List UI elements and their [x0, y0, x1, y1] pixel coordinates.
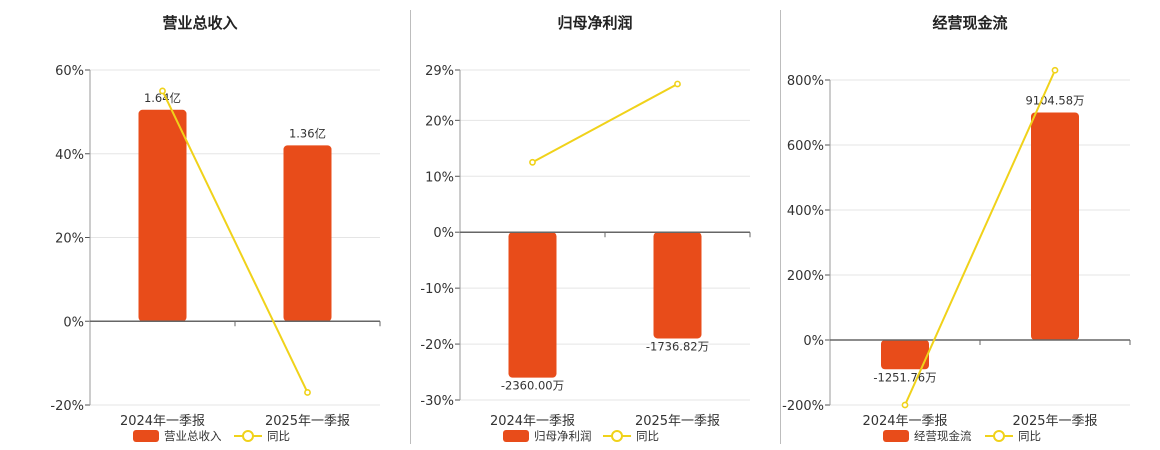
- y-tick-label: 20%: [55, 232, 84, 247]
- legend-item-line[interactable]: 同比: [603, 428, 659, 444]
- bar-data-label: -2360.00万: [501, 379, 564, 393]
- y-tick-label: 20%: [425, 114, 454, 129]
- y-tick-label: 40%: [55, 148, 84, 163]
- chart-svg-revenue: 60% 40% 20% 0% -20% 1.64亿 1.36亿 2024年一季报 2025年一季…: [50, 64, 381, 429]
- y-tick-label: -30%: [420, 394, 454, 409]
- bar-swatch-icon: [883, 430, 909, 442]
- legend-item-bar[interactable]: 归母净利润: [503, 428, 592, 444]
- chart-panel-net-profit: 归母净利润 29% 20% 10% 0% -10% -20% -30% -2360.00万 -1…: [410, 0, 780, 450]
- yoy-line: [904, 69, 1056, 406]
- yoy-point: [529, 158, 536, 166]
- chart-panel-cash-flow: 经营现金流 800% 600% 400% 200% 0% -200% -1251.76万 91…: [780, 0, 1160, 450]
- bar-data-label: 1.64亿: [144, 91, 181, 105]
- chart-title: 经营现金流: [932, 14, 1008, 32]
- x-category-label: 2024年一季报: [490, 414, 575, 429]
- legend: 归母净利润 同比: [410, 428, 780, 444]
- chart-panel-revenue: 营业总收入 60% 40% 20% 0% -20% 1.64亿 1.36亿 2024年一季报 2…: [0, 0, 400, 450]
- legend-bar-label: 经营现金流: [914, 429, 972, 443]
- legend-bar-label: 营业总收入: [164, 429, 222, 443]
- legend-item-bar[interactable]: 营业总收入: [133, 428, 222, 444]
- line-marker-icon: [985, 429, 1013, 443]
- y-tick-label: -200%: [782, 399, 824, 414]
- legend-line-label: 同比: [636, 429, 659, 443]
- yoy-point: [304, 389, 311, 396]
- bar-swatch-icon: [503, 430, 529, 442]
- bar-data-label: 1.36亿: [289, 126, 326, 140]
- x-category-label: 2025年一季报: [265, 414, 350, 429]
- divider: [780, 10, 781, 444]
- legend-line-label: 同比: [267, 429, 290, 443]
- bar: [138, 109, 187, 322]
- y-tick-label: 10%: [425, 170, 454, 185]
- yoy-line: [161, 90, 309, 393]
- x-category-label: 2024年一季报: [120, 414, 205, 429]
- y-tick-label: -10%: [420, 282, 454, 297]
- y-tick-label: -20%: [420, 338, 454, 353]
- chart-title: 营业总收入: [162, 14, 238, 32]
- legend-line-label: 同比: [1018, 429, 1041, 443]
- bar: [653, 232, 702, 339]
- yoy-line: [532, 83, 678, 164]
- y-tick-label: 0%: [63, 315, 84, 330]
- legend: 营业总收入 同比: [0, 428, 400, 444]
- bar-data-label: -1251.76万: [873, 370, 936, 384]
- chart-title: 归母净利润: [557, 14, 633, 32]
- yoy-point: [159, 87, 166, 95]
- bar: [283, 145, 332, 322]
- x-category-label: 2025年一季报: [1012, 414, 1097, 429]
- y-tick-label: 0%: [433, 226, 454, 241]
- y-tick-label: 800%: [787, 74, 824, 89]
- legend-item-line[interactable]: 同比: [985, 428, 1041, 444]
- yoy-point: [1051, 66, 1059, 74]
- y-tick-label: 60%: [55, 64, 84, 79]
- chart-svg-cash-flow: 800% 600% 400% 200% 0% -200% -1251.76万 9104.58万…: [782, 66, 1131, 429]
- bar: [508, 232, 557, 378]
- x-category-label: 2024年一季报: [862, 414, 947, 429]
- yoy-point: [674, 80, 681, 88]
- legend-item-line[interactable]: 同比: [234, 428, 290, 444]
- legend: 经营现金流 同比: [780, 428, 1160, 444]
- line-marker-icon: [234, 429, 262, 443]
- y-tick-label: -20%: [50, 399, 84, 414]
- bar-swatch-icon: [133, 430, 159, 442]
- chart-svg-net-profit: 29% 20% 10% 0% -10% -20% -30% -2360.00万 -1736.82…: [420, 64, 751, 429]
- bar: [1031, 112, 1079, 340]
- y-tick-label: 600%: [787, 139, 824, 154]
- divider: [410, 10, 411, 444]
- line-marker-icon: [603, 429, 631, 443]
- x-category-label: 2025年一季报: [635, 414, 720, 429]
- y-tick-label: 0%: [803, 334, 824, 349]
- bar: [881, 340, 929, 370]
- y-tick-label: 400%: [787, 204, 824, 219]
- bar-data-label: 9104.58万: [1025, 94, 1084, 108]
- y-tick-label: 200%: [787, 269, 824, 284]
- bar-data-label: -1736.82万: [646, 339, 709, 353]
- y-tick-label: 29%: [425, 64, 454, 79]
- yoy-point: [901, 401, 909, 409]
- legend-bar-label: 归母净利润: [534, 429, 592, 443]
- legend-item-bar[interactable]: 经营现金流: [883, 428, 972, 444]
